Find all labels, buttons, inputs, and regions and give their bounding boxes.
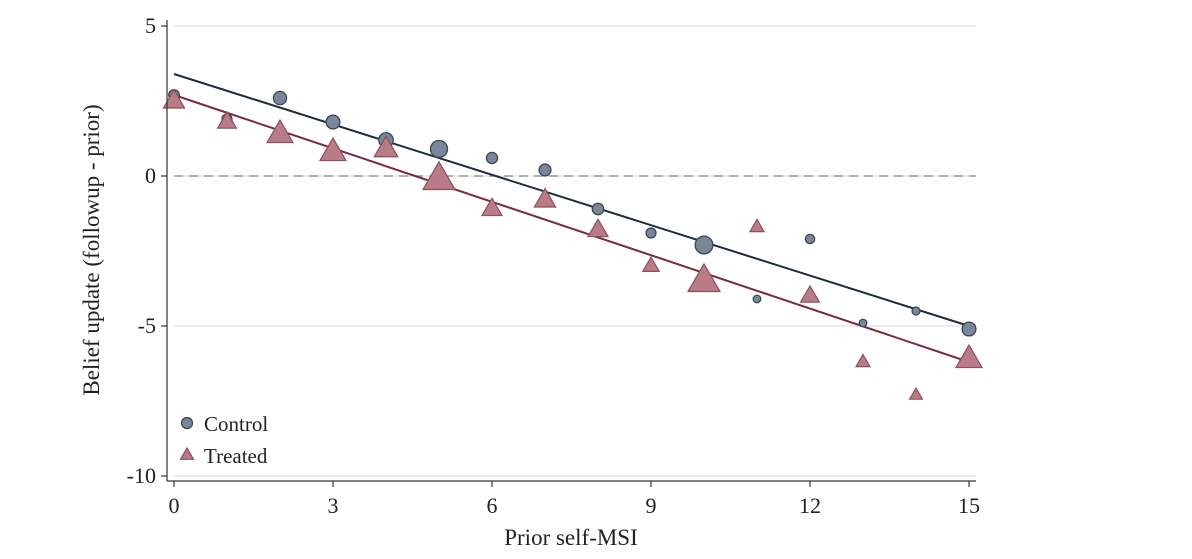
x-tick-label-0: 0 (169, 493, 180, 518)
point-control-10 (694, 235, 714, 255)
legend-item-control: Control (180, 412, 268, 436)
point-control-2 (272, 90, 288, 106)
tick-labels: 0 3 6 9 12 15 5 0 -5 -10 (127, 13, 980, 518)
point-treated-2 (265, 118, 295, 144)
legend-marker-control (180, 416, 194, 430)
x-tick-label-3: 3 (328, 493, 339, 518)
point-control-14 (911, 306, 921, 316)
axes (166, 20, 976, 482)
data-points (162, 88, 984, 400)
point-treated-7 (533, 187, 557, 208)
point-treated-13 (854, 353, 872, 368)
fit-line-control (173, 73, 970, 327)
point-treated-5 (421, 160, 457, 191)
point-control-12 (804, 233, 816, 245)
point-control-15 (961, 321, 977, 337)
legend-item-treated: Treated (179, 444, 268, 468)
point-treated-1 (216, 110, 238, 129)
point-treated-0 (162, 88, 186, 109)
x-tick-label-6: 6 (487, 493, 498, 518)
y-axis-title: Belief update (followup - prior) (79, 104, 104, 395)
point-treated-9 (641, 255, 661, 272)
y-tick-label-5: 5 (145, 13, 156, 38)
point-control-9 (645, 227, 657, 239)
point-control-6 (485, 151, 499, 165)
point-treated-11 (748, 218, 766, 233)
point-control-3 (325, 114, 341, 130)
point-control-7 (538, 163, 552, 177)
x-axis-title: Prior self-MSI (504, 525, 638, 550)
legend-marker-treated (179, 446, 195, 460)
fit-line-treated (173, 94, 970, 363)
point-control-8 (591, 202, 605, 216)
y-tick-label--10: -10 (127, 463, 156, 488)
point-control-13 (858, 318, 868, 328)
x-tick-label-9: 9 (646, 493, 657, 518)
point-control-11 (752, 294, 762, 304)
grid-lines (174, 25, 976, 477)
point-treated-3 (318, 136, 348, 162)
point-treated-12 (799, 284, 821, 303)
point-control-5 (429, 139, 449, 159)
x-tick-label-15: 15 (958, 493, 980, 518)
x-tick-label-12: 12 (799, 493, 821, 518)
point-treated-4 (373, 135, 399, 158)
legend-label-control: Control (204, 412, 268, 436)
y-tick-label--5: -5 (138, 313, 156, 338)
point-treated-15 (954, 343, 984, 369)
point-treated-14 (908, 386, 924, 400)
point-treated-6 (480, 197, 504, 217)
legend-label-treated: Treated (204, 444, 268, 468)
fit-lines (173, 73, 970, 363)
point-treated-8 (586, 218, 610, 238)
legend: Control Treated (179, 412, 268, 468)
point-treated-10 (686, 262, 722, 293)
y-tick-label-0: 0 (145, 163, 156, 188)
